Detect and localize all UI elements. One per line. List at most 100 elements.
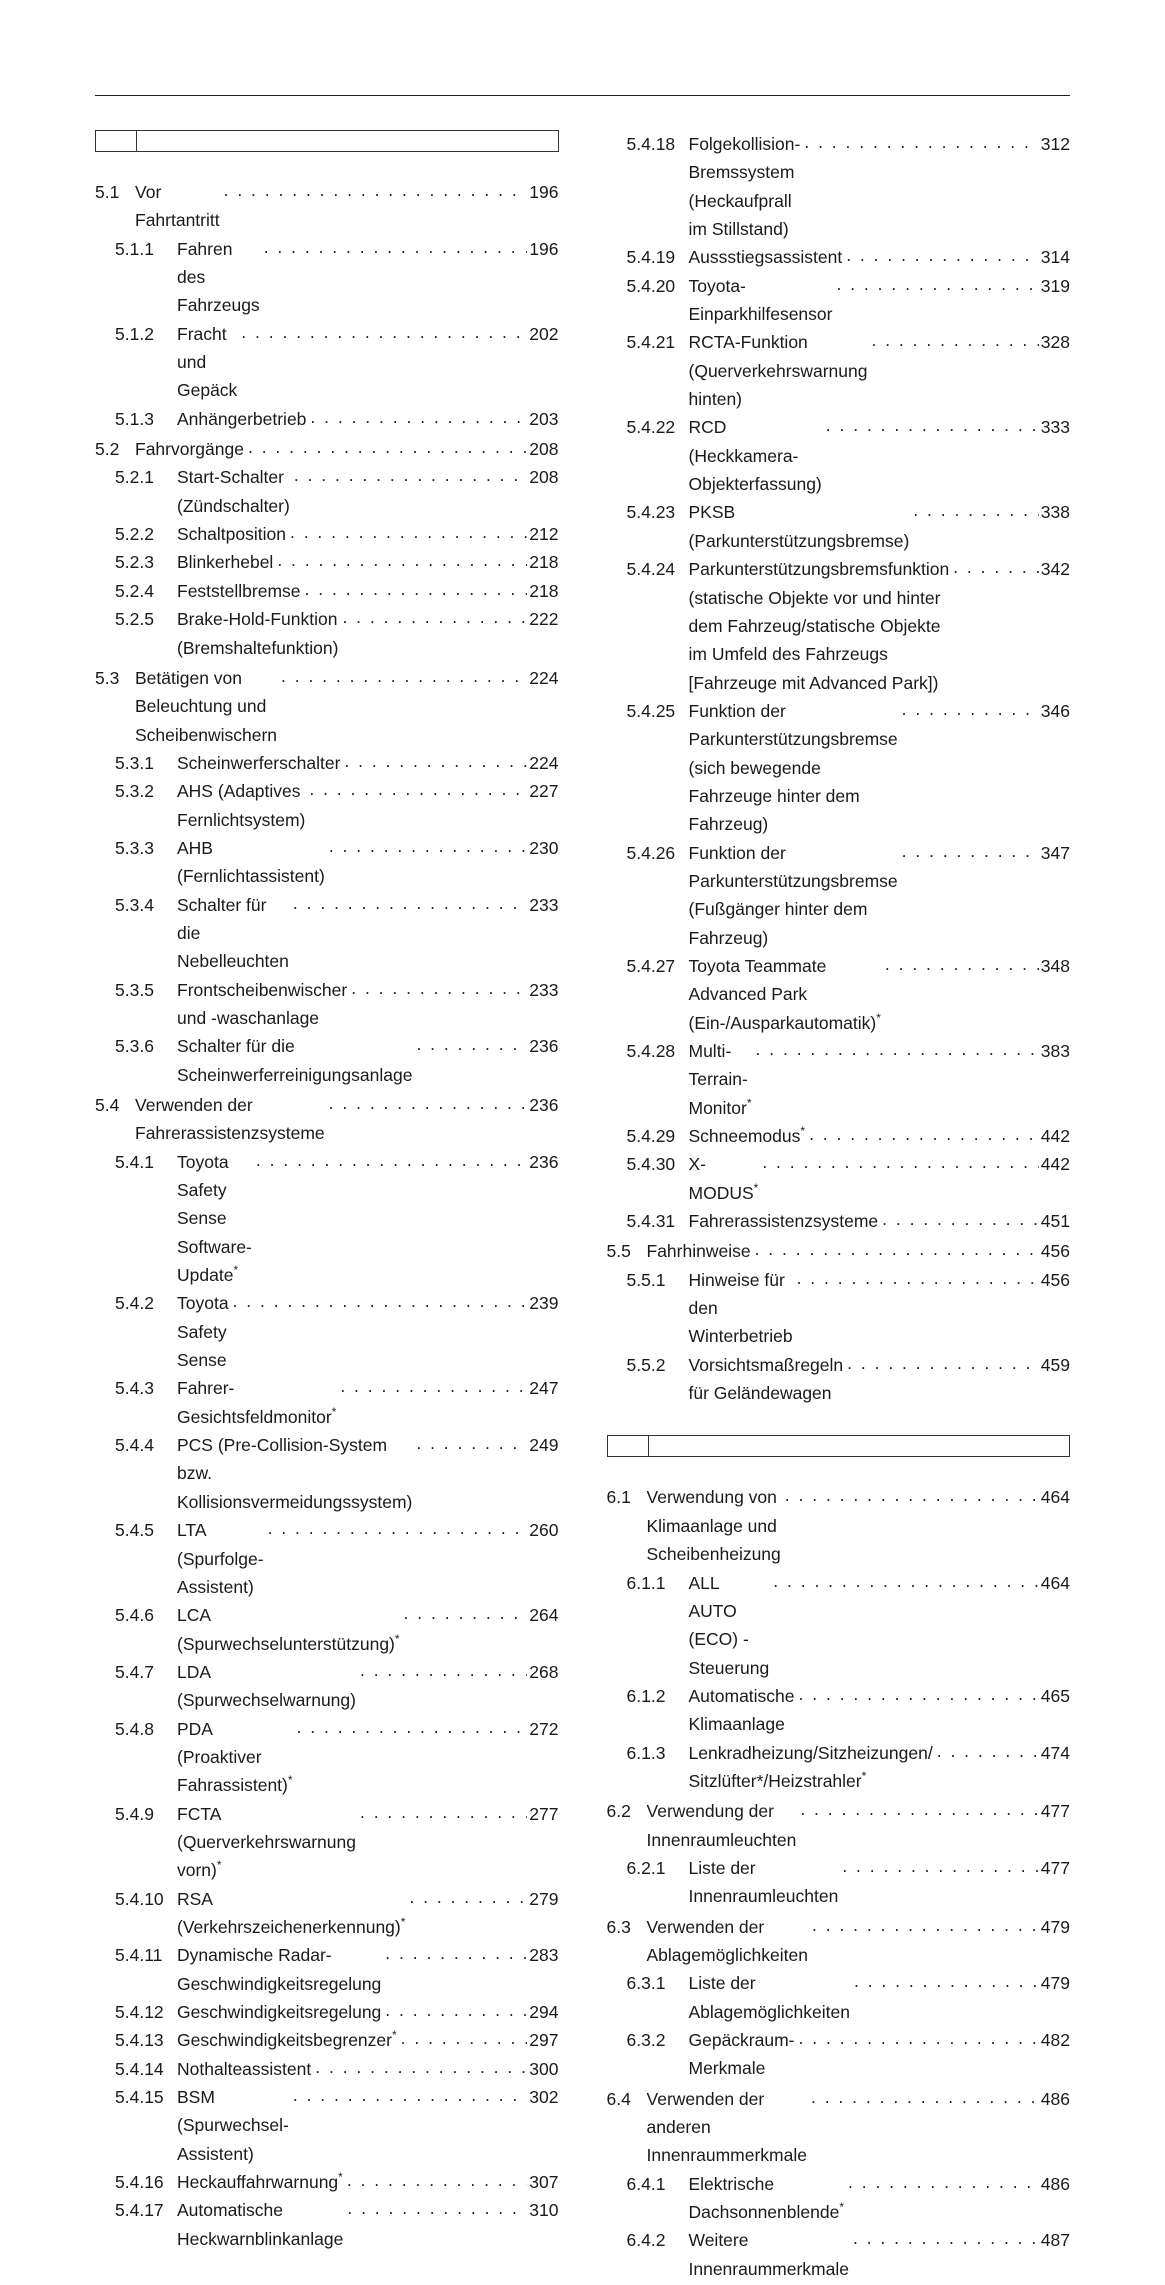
toc-entry-5-4-11[interactable]: 5.4.11 Dynamische Radar-Geschwindigkeitsr… bbox=[95, 1941, 559, 1998]
toc-entry-6-4[interactable]: 6.4 Verwenden der anderen Innenraummerkma… bbox=[607, 2085, 1071, 2170]
toc-entry-5-4-14[interactable]: 5.4.14 Nothalteassistent. . . . . . . . .… bbox=[95, 2055, 559, 2083]
toc-entry-number: 5.4.4 bbox=[115, 1431, 177, 1459]
toc-entry-dots: . . . . . . . . . . . . . . . . . . . . … bbox=[878, 1205, 1039, 1233]
toc-entry-5-4-19[interactable]: 5.4.19 Aussstiegsassistent. . . . . . . .… bbox=[607, 243, 1071, 271]
toc-entry-dots: . . . . . . . . . . . . . . . . . . . . … bbox=[805, 1120, 1039, 1148]
toc-entry-5-4-4[interactable]: 5.4.4 PCS (Pre-Collision-System bzw. Koll… bbox=[95, 1431, 559, 1516]
toc-entry-5-4-26[interactable]: 5.4.26 Funktion der Parkunterstützungsbre… bbox=[607, 839, 1071, 952]
toc-entry-5-3[interactable]: 5.3 Betätigen von Beleuchtung und Scheibe… bbox=[95, 664, 559, 749]
toc-entry-title: Brake-Hold-Funktion (Bremshaltefunktion) bbox=[177, 605, 338, 662]
toc-entry-5-4-24[interactable]: 5.4.24 Parkunterstützungsbremsfunktion (s… bbox=[607, 555, 1071, 697]
toc-entry-5-3-1[interactable]: 5.3.1 Scheinwerferschalter. . . . . . . .… bbox=[95, 749, 559, 777]
toc-entry-5-1-2[interactable]: 5.1.2 Fracht und Gepäck. . . . . . . . . … bbox=[95, 320, 559, 405]
toc-entry-5-2-1[interactable]: 5.2.1 Start-Schalter (Zündschalter). . . … bbox=[95, 463, 559, 520]
toc-entry-5-4-22[interactable]: 5.4.22 RCD (Heckkamera-Objekterfassung). … bbox=[607, 413, 1071, 498]
toc-entry-5-4-30[interactable]: 5.4.30 X-MODUS*. . . . . . . . . . . . . … bbox=[607, 1150, 1071, 1207]
toc-entry-5-2-2[interactable]: 5.2.2 Schaltposition. . . . . . . . . . .… bbox=[95, 520, 559, 548]
toc-entry-5-4-9[interactable]: 5.4.9 FCTA (Querverkehrswarnung vorn)*. .… bbox=[95, 1800, 559, 1885]
toc-entry-5-4-21[interactable]: 5.4.21 RCTA-Funktion (Querverkehrswarnung… bbox=[607, 328, 1071, 413]
toc-right-column: 5.4.18 Folgekollision-Bremssystem (Heckau… bbox=[607, 130, 1071, 2285]
toc-entry-number: 6.2 bbox=[607, 1797, 647, 1825]
toc-entry-6-1-2[interactable]: 6.1.2 Automatische Klimaanlage. . . . . .… bbox=[607, 1682, 1071, 1739]
toc-entry-6-2-1[interactable]: 6.2.1 Liste der Innenraumleuchten. . . . … bbox=[607, 1854, 1071, 1911]
toc-entry-dots: . . . . . . . . . . . . . . . . . . . . … bbox=[343, 2194, 527, 2222]
toc-entry-number: 5.4.12 bbox=[115, 1998, 177, 2026]
toc-entry-6-1[interactable]: 6.1 Verwendung von Klimaanlage und Scheib… bbox=[607, 1483, 1071, 1568]
toc-entry-number: 5.4.1 bbox=[115, 1148, 177, 1176]
toc-entry-5-4-16[interactable]: 5.4.16 Heckauffahrwarnung*. . . . . . . .… bbox=[95, 2168, 559, 2196]
toc-entry-5-4-18[interactable]: 5.4.18 Folgekollision-Bremssystem (Heckau… bbox=[607, 130, 1071, 243]
toc-entry-title: Start-Schalter (Zündschalter) bbox=[177, 463, 290, 520]
toc-entry-5-3-4[interactable]: 5.3.4 Schalter für die Nebelleuchten. . .… bbox=[95, 891, 559, 976]
chapter-5-continued-entries: 5.4.18 Folgekollision-Bremssystem (Heckau… bbox=[607, 130, 1071, 1407]
toc-entry-title: Funktion der Parkunterstützungsbremse (F… bbox=[689, 839, 898, 952]
toc-entry-5-4-13[interactable]: 5.4.13 Geschwindigkeitsbegrenzer*. . . . … bbox=[95, 2026, 559, 2054]
toc-entry-dots: . . . . . . . . . . . . . . . . . . . . … bbox=[381, 1939, 527, 1967]
toc-entry-5-4-25[interactable]: 5.4.25 Funktion der Parkunterstützungsbre… bbox=[607, 697, 1071, 839]
toc-entry-5-4-29[interactable]: 5.4.29 Schneemodus*. . . . . . . . . . . … bbox=[607, 1122, 1071, 1150]
toc-entry-5-3-6[interactable]: 5.3.6 Schalter für die Scheinwerferreinig… bbox=[95, 1032, 559, 1089]
toc-entry-5-5[interactable]: 5.5 Fahrhinweise. . . . . . . . . . . . .… bbox=[607, 1237, 1071, 1265]
toc-entry-5-4-27[interactable]: 5.4.27 Toyota Teammate Advanced Park (Ein… bbox=[607, 952, 1071, 1037]
toc-entry-5-3-3[interactable]: 5.3.3 AHB (Fernlichtassistent). . . . . .… bbox=[95, 834, 559, 891]
toc-entry-6-4-2[interactable]: 6.4.2 Weitere Innenraummerkmale. . . . . … bbox=[607, 2226, 1071, 2283]
toc-entry-title: RCD (Heckkamera-Objekterfassung) bbox=[689, 413, 822, 498]
toc-entry-5-5-1[interactable]: 5.5.1 Hinweise für den Winterbetrieb. . .… bbox=[607, 1266, 1071, 1351]
toc-entry-6-3[interactable]: 6.3 Verwenden der Ablagemöglichkeiten. . … bbox=[607, 1913, 1071, 1970]
toc-entry-5-4-2[interactable]: 5.4.2 Toyota Safety Sense. . . . . . . . … bbox=[95, 1289, 559, 1374]
toc-entry-5-2-5[interactable]: 5.2.5 Brake-Hold-Funktion (Bremshaltefunk… bbox=[95, 605, 559, 662]
toc-entry-title: Multi-Terrain-Monitor* bbox=[689, 1037, 752, 1122]
toc-entry-title: Scheinwerferschalter bbox=[177, 749, 340, 777]
toc-entry-page-number: 236 bbox=[527, 1032, 558, 1060]
toc-entry-number: 6.2.1 bbox=[627, 1854, 689, 1882]
toc-entry-title: Verwendung der Innenraumleuchten bbox=[647, 1797, 797, 1854]
toc-entry-5-4-23[interactable]: 5.4.23 PKSB (Parkunterstützungsbremse). .… bbox=[607, 498, 1071, 555]
toc-entry-dots: . . . . . . . . . . . . . . . . . . . . … bbox=[796, 1795, 1038, 1823]
toc-entry-title: AHB (Fernlichtassistent) bbox=[177, 834, 325, 891]
toc-entry-5-1-1[interactable]: 5.1.1 Fahren des Fahrzeugs. . . . . . . .… bbox=[95, 235, 559, 320]
toc-entry-number: 6.1.2 bbox=[627, 1682, 689, 1710]
toc-entry-5-2-4[interactable]: 5.2.4 Feststellbremse. . . . . . . . . . … bbox=[95, 577, 559, 605]
toc-entry-6-2[interactable]: 6.2 Verwendung der Innenraumleuchten. . .… bbox=[607, 1797, 1071, 1854]
toc-entry-dots: . . . . . . . . . . . . . . . . . . . . … bbox=[881, 950, 1039, 978]
toc-entry-6-1-3[interactable]: 6.1.3 Lenkradheizung/Sitzheizungen/ Sitzl… bbox=[607, 1739, 1071, 1796]
toc-entry-dots: . . . . . . . . . . . . . . . . . . . . … bbox=[293, 1713, 528, 1741]
toc-entry-dots: . . . . . . . . . . . . . . . . . . . . … bbox=[347, 974, 527, 1002]
footnote-marker-icon: * bbox=[754, 1181, 759, 1195]
toc-entry-5-4-8[interactable]: 5.4.8 PDA (Proaktiver Fahrassistent)*. . … bbox=[95, 1715, 559, 1800]
toc-entry-number: 6.4.1 bbox=[627, 2170, 689, 2198]
toc-entry-title: Toyota Safety Sense bbox=[177, 1289, 229, 1374]
toc-entry-5-2[interactable]: 5.2 Fahrvorgänge. . . . . . . . . . . . .… bbox=[95, 435, 559, 463]
toc-entry-number: 5.4.10 bbox=[115, 1885, 177, 1913]
toc-entry-5-4-28[interactable]: 5.4.28 Multi-Terrain-Monitor*. . . . . . … bbox=[607, 1037, 1071, 1122]
toc-entry-6-1-1[interactable]: 6.1.1 ALL AUTO (ECO) -Steuerung. . . . . … bbox=[607, 1569, 1071, 1682]
toc-entry-5-5-2[interactable]: 5.5.2 Vorsichtsmaßregeln für Geländewagen… bbox=[607, 1351, 1071, 1408]
toc-entry-6-3-2[interactable]: 6.3.2 Gepäckraum-Merkmale. . . . . . . . … bbox=[607, 2026, 1071, 2083]
toc-entry-5-4-1[interactable]: 5.4.1 Toyota Safety Sense Software-Update… bbox=[95, 1148, 559, 1290]
toc-entry-title: Verwenden der Fahrerassistenzsysteme bbox=[135, 1091, 325, 1148]
toc-entry-dots: . . . . . . . . . . . . . . . . . . . . … bbox=[381, 1996, 527, 2024]
toc-entry-5-1-3[interactable]: 5.1.3 Anhängerbetrieb. . . . . . . . . . … bbox=[95, 405, 559, 433]
toc-entry-5-2-3[interactable]: 5.2.3 Blinkerhebel. . . . . . . . . . . .… bbox=[95, 548, 559, 576]
toc-entry-5-4-12[interactable]: 5.4.12 Geschwindigkeitsregelung. . . . . … bbox=[95, 1998, 559, 2026]
toc-entry-5-4-20[interactable]: 5.4.20 Toyota-Einparkhilfesensor. . . . .… bbox=[607, 272, 1071, 329]
toc-entry-5-3-2[interactable]: 5.3.2 AHS (Adaptives Fernlichtsystem). . … bbox=[95, 777, 559, 834]
toc-entry-page-number: 233 bbox=[527, 891, 558, 919]
toc-entry-title: Parkunterstützungsbremsfunktion (statisc… bbox=[689, 555, 950, 697]
toc-entry-5-1[interactable]: 5.1 Vor Fahrtantritt. . . . . . . . . . .… bbox=[95, 178, 559, 235]
toc-entry-5-4-6[interactable]: 5.4.6 LCA (Spurwechselunterstützung)*. . … bbox=[95, 1601, 559, 1658]
toc-entry-5-4[interactable]: 5.4 Verwenden der Fahrerassistenzsysteme.… bbox=[95, 1091, 559, 1148]
toc-entry-page-number: 224 bbox=[527, 664, 558, 692]
toc-entry-5-4-5[interactable]: 5.4.5 LTA (Spurfolge-Assistent). . . . . … bbox=[95, 1516, 559, 1601]
toc-entry-6-4-1[interactable]: 6.4.1 Elektrische Dachsonnenblende*. . . … bbox=[607, 2170, 1071, 2227]
toc-entry-5-4-10[interactable]: 5.4.10 RSA (Verkehrszeichenerkennung)*. .… bbox=[95, 1885, 559, 1942]
toc-entry-5-4-15[interactable]: 5.4.15 BSM (Spurwechsel-Assistent). . . .… bbox=[95, 2083, 559, 2168]
toc-entry-page-number: 312 bbox=[1039, 130, 1070, 158]
toc-entry-5-4-31[interactable]: 5.4.31 Fahrerassistenzsysteme. . . . . . … bbox=[607, 1207, 1071, 1235]
toc-entry-5-4-7[interactable]: 5.4.7 LDA (Spurwechselwarnung). . . . . .… bbox=[95, 1658, 559, 1715]
toc-entry-title: Verwenden der Ablagemöglichkeiten bbox=[647, 1913, 809, 1970]
toc-entry-5-4-17[interactable]: 5.4.17 Automatische Heckwarnblinkanlage. … bbox=[95, 2196, 559, 2253]
toc-entry-5-3-5[interactable]: 5.3.5 Frontscheibenwischer und -waschanla… bbox=[95, 976, 559, 1033]
toc-entry-5-4-3[interactable]: 5.4.3 Fahrer-Gesichtsfeldmonitor*. . . . … bbox=[95, 1374, 559, 1431]
toc-entry-6-3-1[interactable]: 6.3.1 Liste der Ablagemöglichkeiten. . . … bbox=[607, 1969, 1071, 2026]
